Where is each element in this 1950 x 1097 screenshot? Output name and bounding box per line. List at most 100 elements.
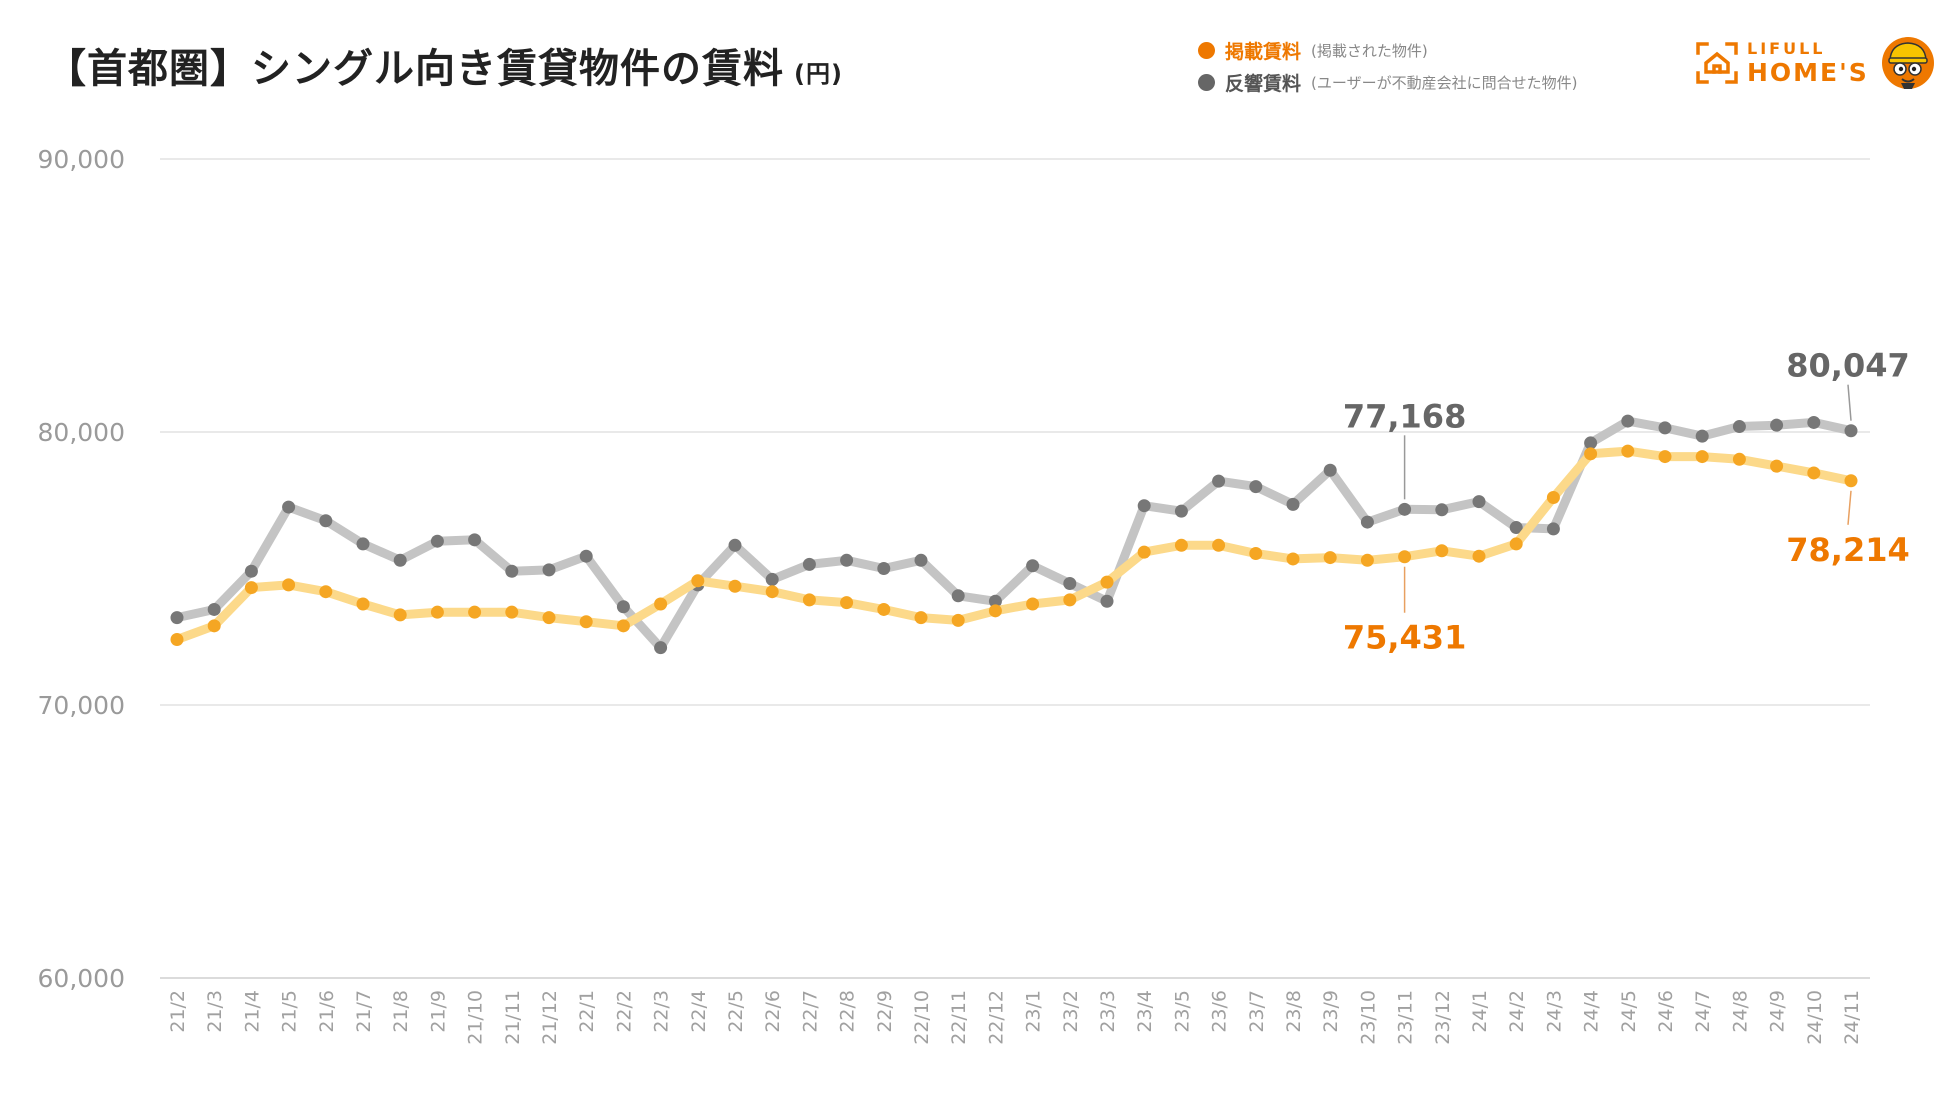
x-tick-label: 23/8 <box>1283 990 1305 1033</box>
data-point <box>282 578 296 592</box>
data-point <box>356 537 370 551</box>
x-tick-label: 24/10 <box>1804 990 1826 1045</box>
data-point <box>802 593 816 607</box>
x-tick-label: 21/2 <box>167 990 189 1033</box>
data-point <box>1360 515 1374 529</box>
x-tick-label: 24/8 <box>1729 990 1751 1033</box>
data-point <box>356 597 370 611</box>
annotation-leader <box>1847 384 1852 421</box>
data-point <box>1286 497 1300 511</box>
series-line <box>172 446 1856 644</box>
legend-dot-icon <box>1198 73 1215 91</box>
x-tick-label: 23/9 <box>1320 990 1342 1033</box>
y-tick-label: 90,000 <box>38 145 125 174</box>
data-point <box>1770 418 1784 432</box>
x-tick-label: 23/6 <box>1209 990 1231 1033</box>
grid-layer <box>160 158 1870 979</box>
data-point <box>1249 546 1263 560</box>
data-point <box>1584 447 1598 461</box>
x-tick-label: 24/9 <box>1767 990 1789 1033</box>
data-point <box>319 585 333 599</box>
x-tick-label: 21/11 <box>502 990 524 1045</box>
legend-name: 反響賃料 <box>1225 72 1302 95</box>
data-point <box>1212 538 1226 552</box>
data-point <box>1472 549 1486 563</box>
data-point <box>1212 474 1226 488</box>
x-tick-label: 24/1 <box>1469 990 1491 1033</box>
legend-note: (ユーザーが不動産会社に問合せた物件) <box>1311 73 1578 92</box>
data-point <box>170 632 184 646</box>
x-tick-label: 24/5 <box>1618 990 1640 1033</box>
x-tick-label: 23/1 <box>1023 990 1045 1033</box>
x-tick-label: 22/12 <box>985 990 1007 1045</box>
data-point <box>1844 474 1858 488</box>
data-point <box>1063 593 1077 607</box>
data-point <box>840 596 854 610</box>
data-point <box>728 538 742 552</box>
legend-item-listing: 掲載賃料 (掲載された物件) <box>1198 34 1577 66</box>
x-tick-label: 22/4 <box>688 990 710 1033</box>
data-point <box>393 553 407 567</box>
x-tick-label: 22/10 <box>911 990 933 1045</box>
data-point <box>1435 544 1449 558</box>
data-point <box>1026 559 1040 573</box>
series-line <box>172 416 1856 653</box>
x-tick-label: 21/10 <box>465 990 487 1045</box>
data-point <box>1584 436 1598 450</box>
data-point <box>1732 420 1746 434</box>
x-tick-label: 21/5 <box>279 990 301 1033</box>
data-point <box>579 615 593 629</box>
data-point <box>244 581 258 595</box>
legend-note: (掲載された物件) <box>1311 41 1428 60</box>
x-tick-label: 24/2 <box>1506 990 1528 1033</box>
house-frame-icon <box>1696 42 1738 84</box>
x-tick-label: 23/7 <box>1246 990 1268 1033</box>
data-point <box>765 572 779 586</box>
x-tick-label: 22/5 <box>725 990 747 1033</box>
data-point <box>914 611 928 625</box>
data-point <box>951 613 965 627</box>
data-point <box>691 574 705 588</box>
series-layer <box>170 414 1858 655</box>
legend-dot-icon <box>1198 41 1215 59</box>
axis-layer: 60,000 70,000 80,000 90,000 21/2 21/3 21/4 21/5… <box>38 145 1863 1045</box>
x-tick-label: 21/12 <box>539 990 561 1045</box>
x-tick-label: 23/5 <box>1171 990 1193 1033</box>
x-tick-label: 21/9 <box>427 990 449 1033</box>
data-point <box>616 619 630 633</box>
data-point <box>988 594 1002 608</box>
x-tick-label: 23/10 <box>1357 990 1379 1045</box>
data-point <box>877 602 891 616</box>
y-tick-label: 60,000 <box>38 964 125 993</box>
data-point <box>1807 415 1821 429</box>
data-point <box>616 600 630 614</box>
data-point <box>542 611 556 625</box>
x-tick-label: 23/12 <box>1432 990 1454 1045</box>
data-point <box>988 604 1002 618</box>
data-point <box>468 533 482 547</box>
data-point <box>1695 450 1709 464</box>
x-tick-label: 22/8 <box>837 990 859 1033</box>
data-point <box>1621 414 1635 428</box>
data-point <box>430 534 444 548</box>
data-point <box>1807 466 1821 480</box>
data-point <box>1360 553 1374 567</box>
legend: 掲載賃料 (掲載された物件) 反響賃料 (ユーザーが不動産会社に問合せた物件) <box>1198 34 1577 98</box>
data-point <box>1100 575 1114 589</box>
x-tick-label: 23/2 <box>1060 990 1082 1033</box>
x-tick-label: 23/11 <box>1395 990 1417 1045</box>
x-tick-label: 21/4 <box>241 990 263 1033</box>
x-tick-label: 24/11 <box>1841 990 1863 1045</box>
data-point <box>505 564 519 578</box>
x-tick-label: 24/3 <box>1543 990 1565 1033</box>
data-point <box>1435 503 1449 517</box>
data-point <box>170 611 184 625</box>
data-point <box>282 500 296 514</box>
annotation-layer: 77,168 75,431 80,047 78,214 <box>1343 347 1910 657</box>
x-tick-label: 22/2 <box>613 990 635 1033</box>
data-point <box>1323 551 1337 565</box>
data-point <box>802 557 816 571</box>
data-point <box>1509 537 1523 551</box>
data-label: 80,047 <box>1786 347 1909 385</box>
data-point <box>393 608 407 622</box>
